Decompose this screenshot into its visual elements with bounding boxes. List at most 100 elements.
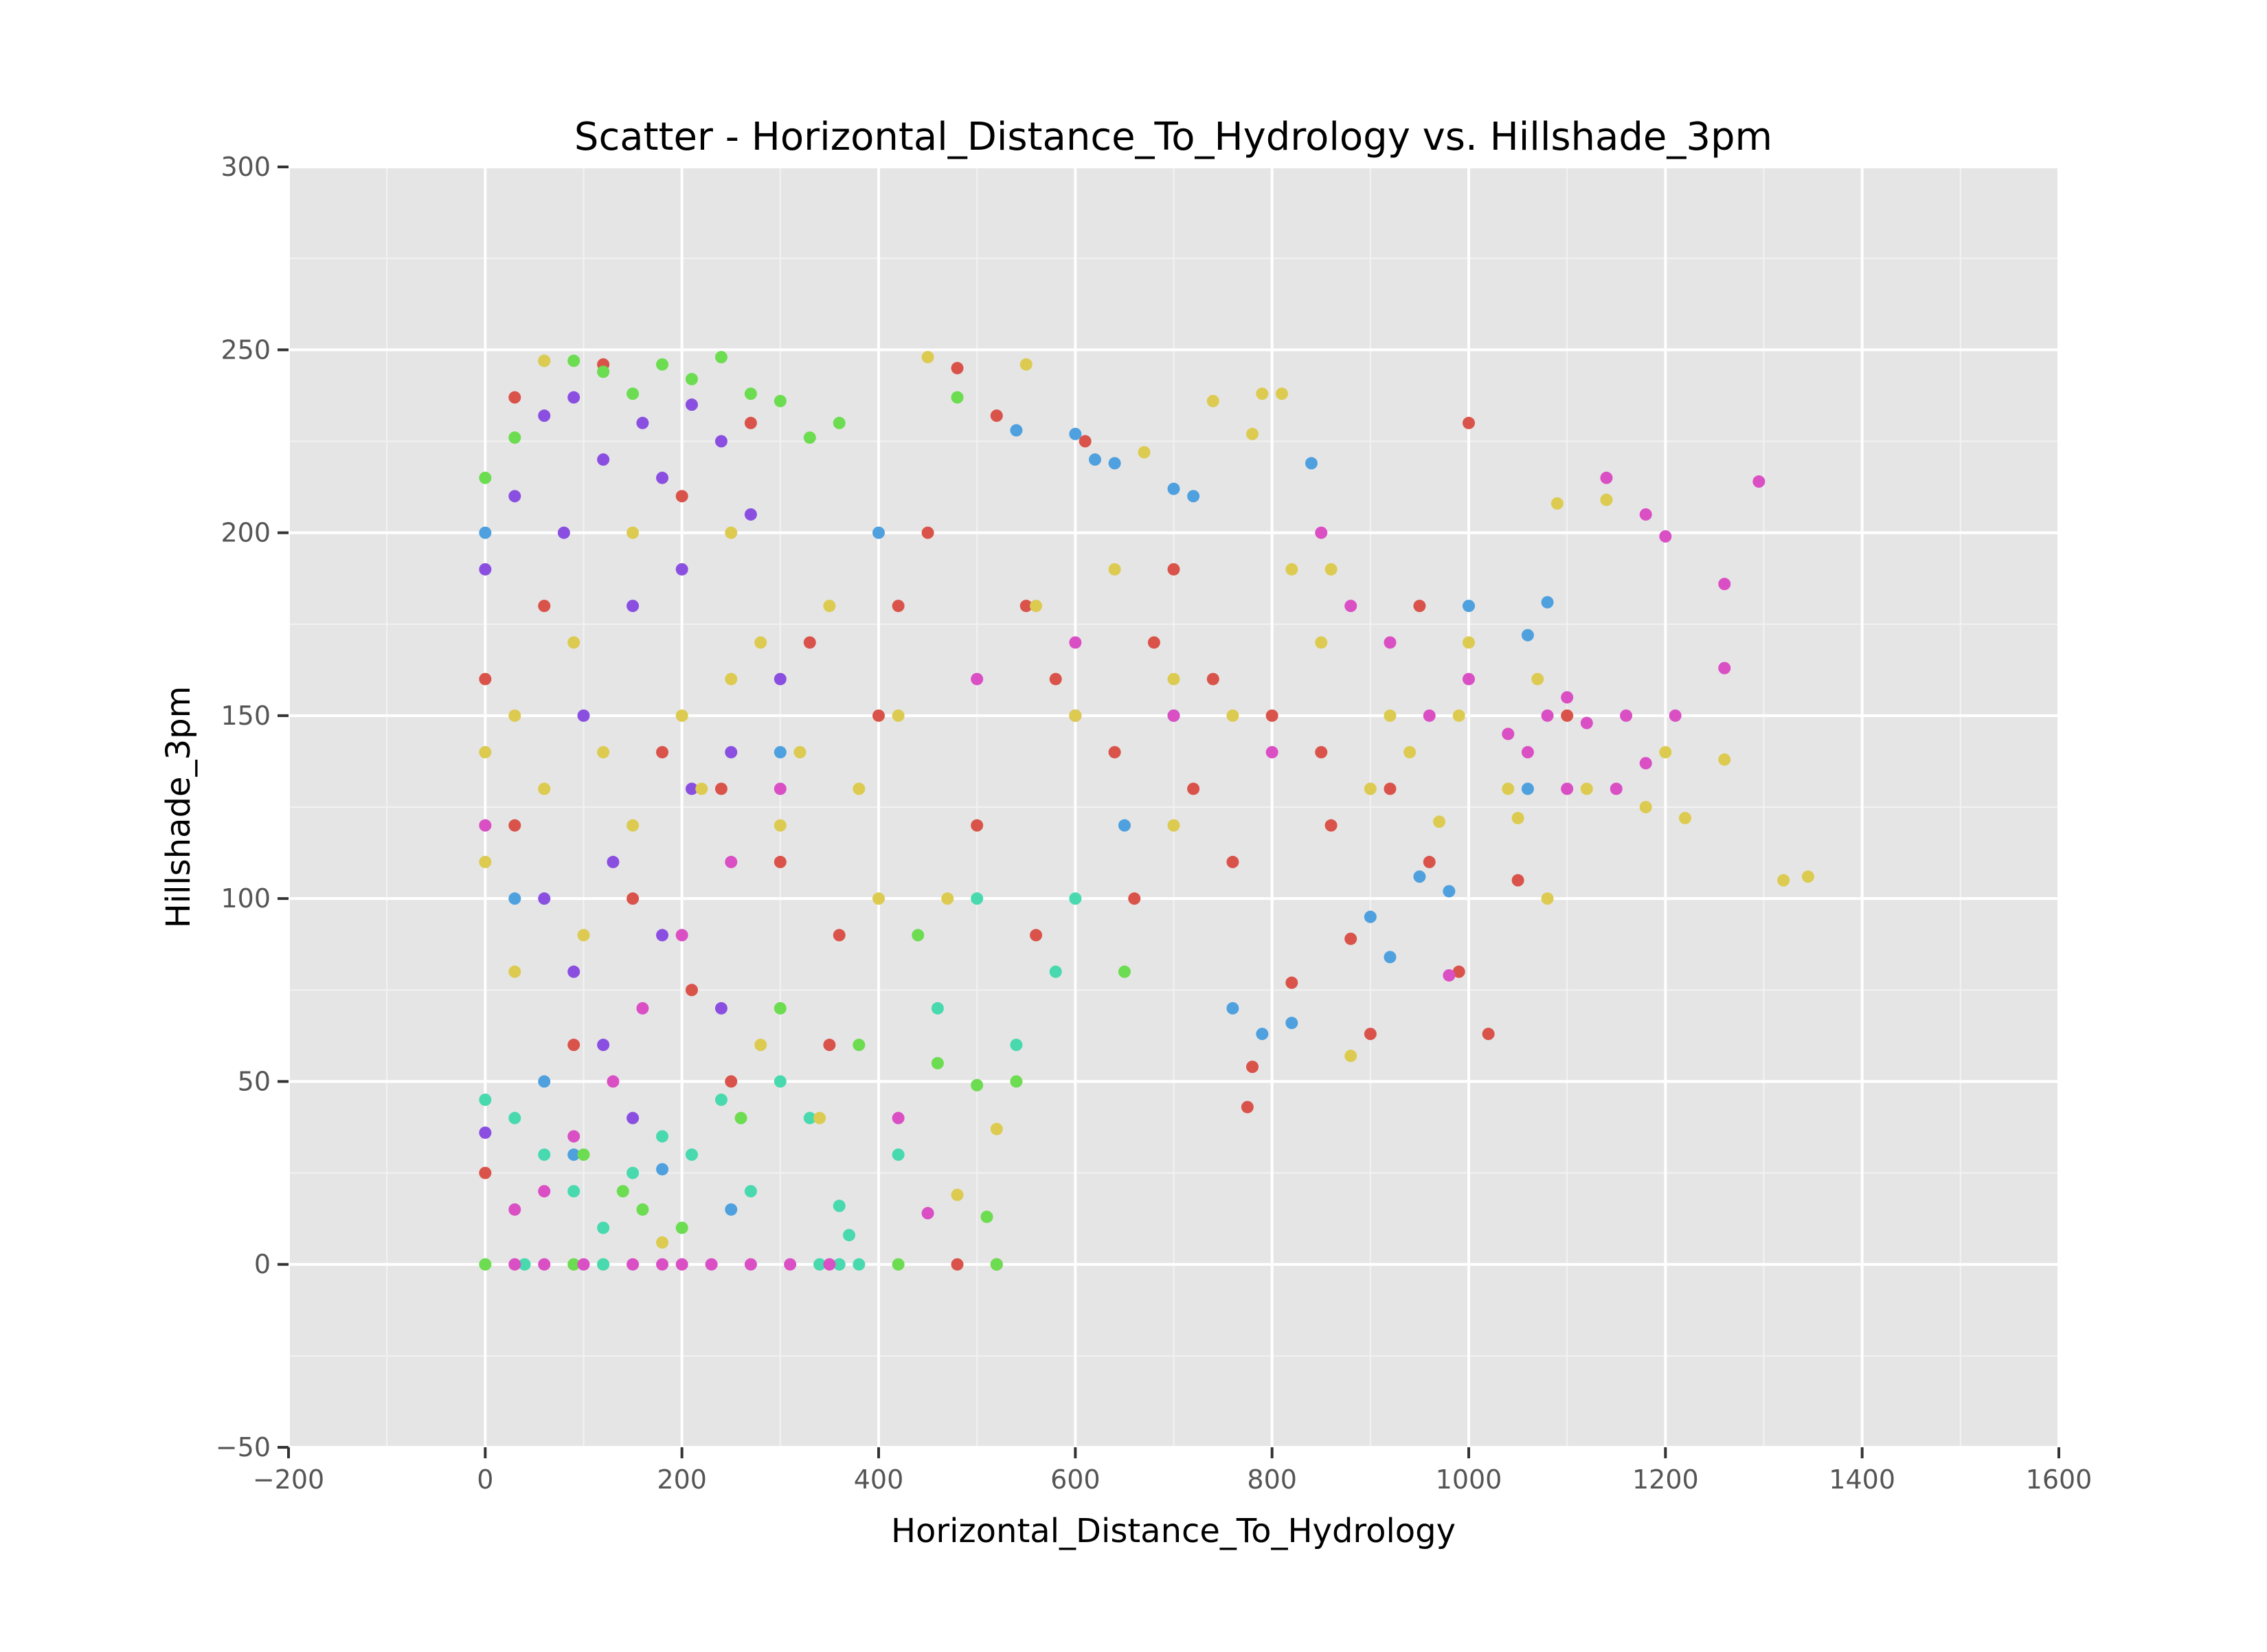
data-point: [1801, 870, 1814, 883]
data-point: [1502, 727, 1515, 740]
y-tick-label: 200: [221, 518, 271, 548]
x-tick-label: 1600: [2026, 1464, 2093, 1495]
data-point: [823, 1039, 836, 1052]
data-point: [685, 782, 698, 795]
data-point: [567, 1185, 580, 1198]
data-point: [1639, 801, 1652, 813]
data-point: [833, 1258, 846, 1271]
data-point: [754, 636, 767, 649]
data-point: [1256, 1028, 1269, 1041]
data-point: [725, 746, 738, 759]
data-point: [577, 1258, 590, 1271]
data-point: [1108, 746, 1121, 759]
data-point: [1010, 424, 1023, 437]
data-point: [567, 1148, 580, 1161]
data-point: [1285, 563, 1298, 576]
data-point: [597, 1221, 610, 1234]
data-point: [577, 1148, 590, 1161]
data-point: [1364, 1028, 1377, 1041]
data-point: [793, 746, 807, 759]
data-point: [1541, 892, 1554, 905]
data-point: [1659, 530, 1672, 543]
data-point: [872, 526, 885, 539]
data-point: [1088, 453, 1101, 466]
data-point: [1452, 709, 1465, 722]
data-point: [636, 416, 649, 429]
data-point: [627, 387, 640, 400]
data-point: [803, 431, 816, 444]
data-point: [803, 1111, 816, 1124]
data-point: [518, 1258, 531, 1271]
data-point: [508, 1111, 521, 1124]
data-point: [714, 350, 728, 363]
x-tick-label: 200: [657, 1464, 707, 1495]
data-point: [627, 1111, 640, 1124]
data-point: [1256, 387, 1269, 400]
data-point: [1463, 600, 1475, 613]
y-tick-label: 150: [221, 701, 271, 731]
data-point: [951, 1258, 964, 1271]
data-point: [941, 892, 954, 905]
data-point: [1384, 636, 1397, 649]
data-point: [1108, 563, 1121, 576]
data-point: [538, 1185, 551, 1198]
data-point: [1752, 475, 1766, 488]
data-point: [538, 1075, 551, 1088]
data-point: [538, 1258, 551, 1271]
data-point: [1108, 457, 1121, 470]
x-tick-label: 400: [854, 1464, 904, 1495]
data-point: [636, 1203, 649, 1216]
data-point: [656, 471, 669, 484]
axes: −200 0 200 400 600 800 1000 1200 1400 1600 −50 0 50 1…: [216, 152, 2093, 1495]
data-point: [892, 709, 905, 722]
data-point: [725, 1075, 738, 1088]
data-point: [1069, 427, 1082, 440]
data-point: [971, 1078, 984, 1091]
data-point: [616, 1185, 629, 1198]
data-point: [479, 1166, 492, 1179]
data-point: [1511, 874, 1524, 887]
data-point: [1550, 497, 1564, 510]
data-point: [1541, 709, 1554, 722]
data-point: [872, 709, 885, 722]
data-point: [1187, 782, 1200, 795]
data-point: [725, 672, 738, 686]
data-point: [990, 1122, 1003, 1135]
data-point: [1561, 691, 1574, 704]
data-point: [1384, 782, 1397, 795]
data-point: [479, 819, 492, 832]
data-point: [1030, 600, 1043, 613]
data-point: [597, 1039, 610, 1052]
data-point: [1344, 600, 1357, 613]
data-point: [675, 1221, 688, 1234]
data-point: [675, 1258, 688, 1271]
data-point: [508, 490, 521, 503]
data-point: [1265, 746, 1278, 759]
data-point: [508, 965, 521, 978]
data-point: [951, 391, 964, 404]
data-point: [567, 1039, 580, 1052]
data-point: [921, 1207, 934, 1220]
data-point: [1482, 1028, 1495, 1041]
y-tick-label: 0: [254, 1249, 271, 1280]
data-point: [695, 782, 708, 795]
data-point: [627, 526, 640, 539]
x-tick-label: 0: [477, 1464, 493, 1495]
data-point: [1600, 471, 1613, 484]
x-tick-label: 1000: [1436, 1464, 1502, 1495]
data-point: [833, 416, 846, 429]
data-point: [1718, 753, 1731, 766]
data-point: [1305, 457, 1318, 470]
data-point: [1364, 782, 1377, 795]
data-point: [508, 892, 521, 905]
data-point: [1167, 819, 1180, 832]
data-point: [538, 600, 551, 613]
data-point: [627, 1258, 640, 1271]
y-tick-label: 300: [221, 152, 271, 182]
data-point: [774, 746, 787, 759]
data-point: [843, 1229, 856, 1242]
data-point: [744, 1185, 757, 1198]
data-point: [567, 636, 580, 649]
data-point: [1561, 709, 1574, 722]
